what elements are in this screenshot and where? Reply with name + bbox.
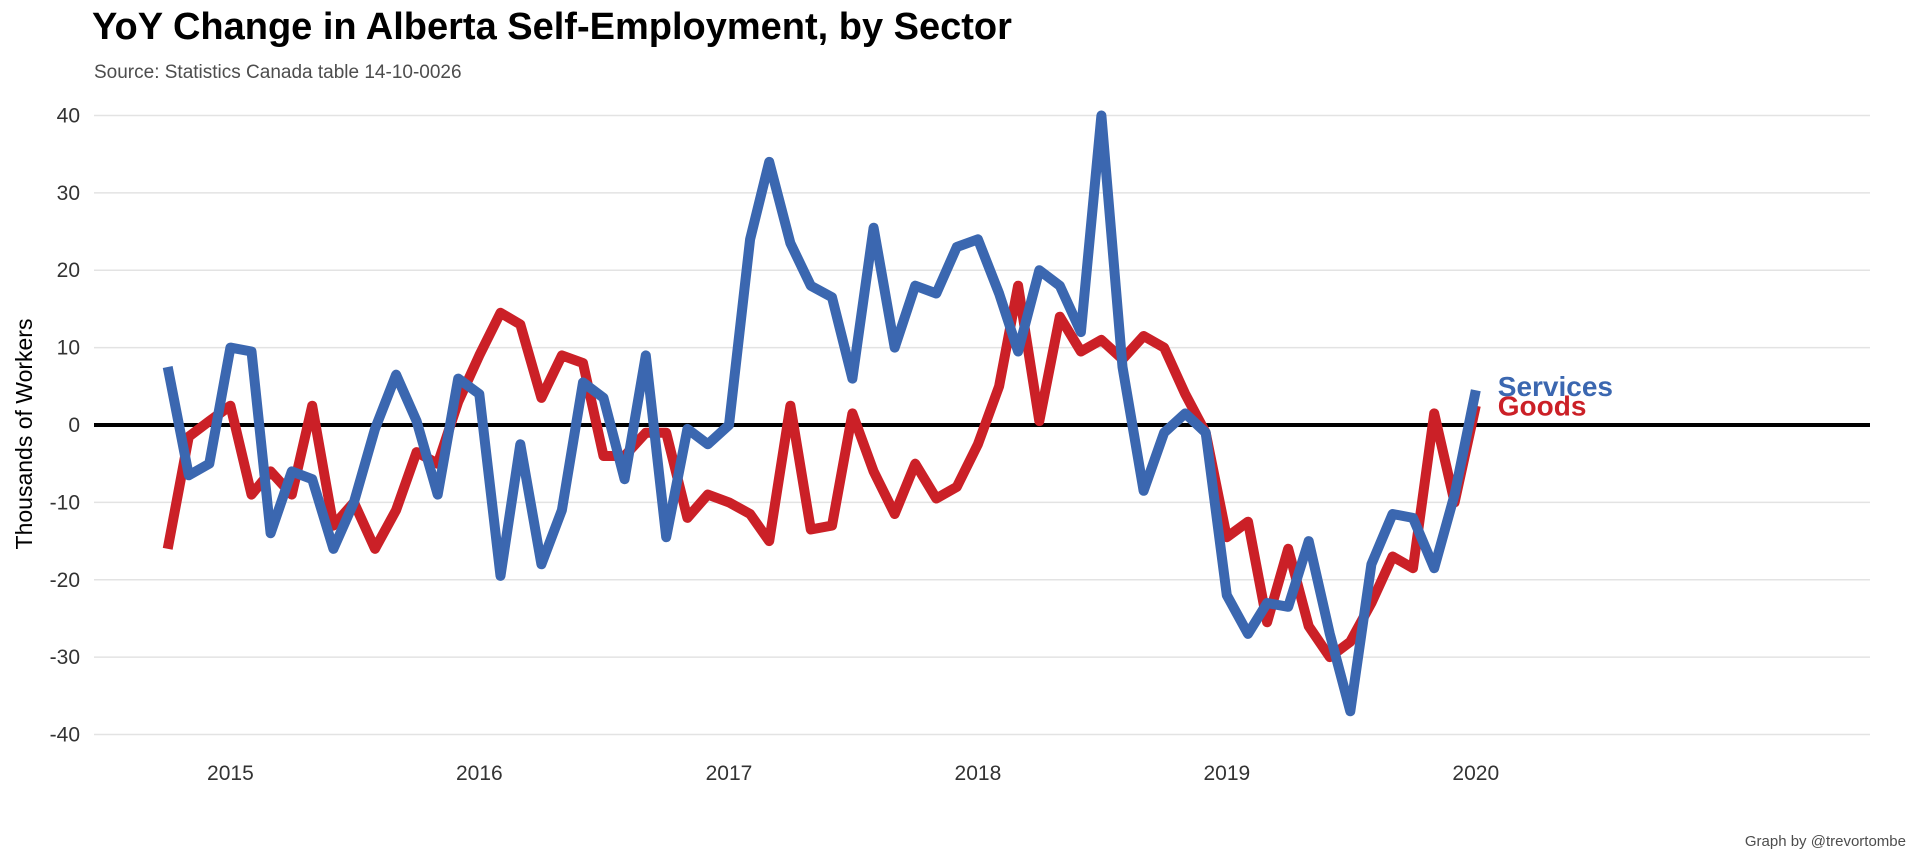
y-tick-label: -10	[50, 491, 80, 514]
chart-title: YoY Change in Alberta Self-Employment, b…	[92, 6, 1012, 48]
y-tick-label: 10	[57, 337, 80, 360]
chart-caption: Graph by @trevortombe	[1744, 833, 1906, 850]
gridlines	[94, 114, 1870, 736]
y-tick-label: -20	[50, 569, 80, 592]
y-tick-label: 0	[68, 414, 80, 437]
y-tick-label: 40	[57, 104, 80, 127]
series-label-services: Services	[1498, 371, 1613, 402]
y-axis-ticks: 40 30 20 10 0 -10 -20 -30 -40	[50, 104, 80, 746]
x-tick-label: 2019	[1203, 762, 1250, 785]
series-line-goods	[162, 280, 1481, 663]
y-tick-label: -30	[50, 646, 80, 669]
series-label-goods: Goods	[1498, 391, 1587, 422]
x-tick-label: 2016	[456, 762, 503, 785]
series-line-services	[162, 110, 1481, 717]
y-axis-title: Thousands of Workers	[11, 319, 37, 550]
x-tick-label: 2018	[955, 762, 1002, 785]
x-tick-label: 2015	[207, 762, 254, 785]
x-axis-ticks: 2015 2016 2017 2018 2019 2020	[207, 762, 1499, 785]
x-tick-label: 2017	[706, 762, 753, 785]
chart-subtitle: Source: Statistics Canada table 14-10-00…	[94, 62, 462, 83]
series-lines	[162, 110, 1481, 717]
x-tick-label: 2020	[1452, 762, 1499, 785]
y-tick-label: -40	[50, 724, 80, 747]
y-tick-label: 30	[57, 182, 80, 205]
y-tick-label: 20	[57, 259, 80, 282]
